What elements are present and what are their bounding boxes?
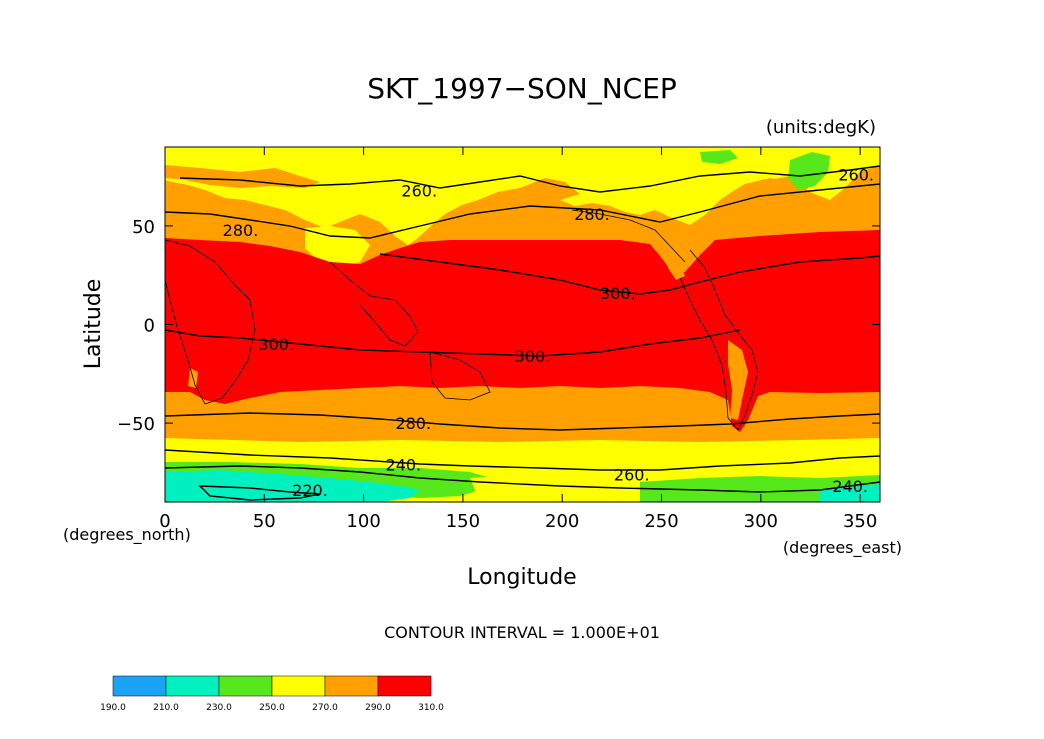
band-yellow-north <box>165 147 880 245</box>
colorbar-swatch <box>112 675 167 697</box>
contour-240-south <box>165 465 880 493</box>
colorbar-level-label: 210.0 <box>153 703 179 713</box>
y-unit-note: (degrees_north) <box>63 525 191 545</box>
chart-title: SKT_1997−SON_NCEP <box>367 72 677 105</box>
contour-label: 260. <box>838 166 874 185</box>
x-unit-note: (degrees_east) <box>783 538 902 558</box>
x-tick-label: 0 <box>159 511 170 532</box>
contour-label: 220. <box>292 481 328 500</box>
contour-label: 280. <box>574 205 610 224</box>
band-orange-mexico <box>668 256 685 280</box>
colorbar-swatch <box>271 675 326 697</box>
band-teal-south <box>165 470 420 502</box>
y-axis-label: Latitude <box>81 279 106 370</box>
band-orange-north-patch <box>165 165 320 188</box>
contour-300-north <box>379 253 880 295</box>
band-yellow-south-gap <box>470 474 640 502</box>
y-tick-label: −50 <box>117 414 155 435</box>
band-green-north <box>788 152 830 190</box>
units-note: (units:degK) <box>766 117 876 138</box>
contour-label: 300. <box>258 335 294 354</box>
coast-australia <box>429 351 491 401</box>
colorbar-level-label: 290.0 <box>365 703 391 713</box>
contour-300-south <box>165 329 741 357</box>
contour-label: 280. <box>223 221 259 240</box>
contour-label: 260. <box>401 181 437 200</box>
y-axis-ticks: −50 0 50 <box>117 217 880 435</box>
x-axis-label: Longitude <box>467 565 576 590</box>
contour-label: 240. <box>832 477 868 496</box>
colorbar-level-label: 250.0 <box>259 703 285 713</box>
colorbar-swatch <box>377 675 432 697</box>
contour-labels: 260. 260. 280. 280. 300. 300. 300. 280. 240. 260.… <box>223 166 874 501</box>
colorbar-level-label: 270.0 <box>312 703 338 713</box>
y-tick-label: 0 <box>144 316 155 337</box>
colorbar: 190.0 210.0 230.0 250.0 270.0 290.0 310.0 <box>100 675 444 713</box>
x-tick-label: 100 <box>346 511 380 532</box>
colorbar-swatch <box>218 675 273 697</box>
coast-africa <box>165 239 256 405</box>
contour-label: 260. <box>614 465 650 484</box>
x-tick-label: 50 <box>253 511 276 532</box>
colorbar-level-label: 190.0 <box>100 703 126 713</box>
contour-label: 240. <box>386 456 422 475</box>
contour-260-south <box>165 449 880 471</box>
x-tick-label: 300 <box>744 511 778 532</box>
contour-interval-text: CONTOUR INTERVAL = 1.000E+01 <box>384 623 660 642</box>
contour-220-south <box>198 485 321 501</box>
band-green-north2 <box>700 150 738 164</box>
contour-260-north <box>179 165 880 193</box>
band-red-tropics <box>165 230 880 432</box>
coast-americas <box>679 249 759 431</box>
contour-label: 300. <box>600 284 636 303</box>
colorbar-level-label: 230.0 <box>206 703 232 713</box>
band-orange-north-patch2 <box>520 178 580 200</box>
map-plot-area <box>164 146 881 503</box>
coast-north-america <box>571 209 686 263</box>
colorbar-level-label: 310.0 <box>418 703 444 713</box>
contour-280-north <box>165 183 880 239</box>
x-tick-label: 250 <box>644 511 678 532</box>
map-fill-layer <box>165 147 880 502</box>
contour-label: 300. <box>515 347 551 366</box>
y-tick-label: 50 <box>132 217 155 238</box>
colorbar-swatch <box>324 675 379 697</box>
contour-label: 280. <box>395 414 431 433</box>
colorbar-swatch <box>165 675 220 697</box>
band-orange-andes <box>728 340 748 420</box>
x-tick-label: 150 <box>446 511 480 532</box>
contour-280-south <box>165 412 880 431</box>
x-tick-label: 200 <box>545 511 579 532</box>
x-axis-ticks: 0 50 100 150 200 250 300 350 <box>159 147 877 532</box>
coast-south-asia <box>329 261 419 347</box>
x-tick-label: 350 <box>843 511 877 532</box>
